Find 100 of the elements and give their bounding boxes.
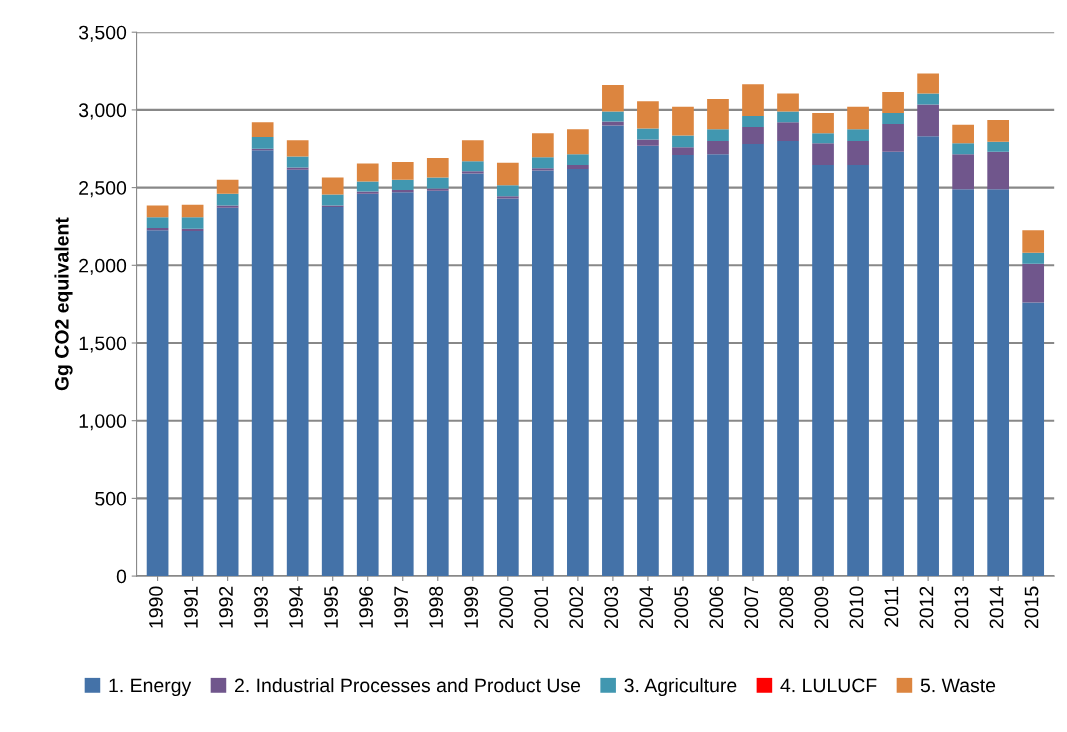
bar (987, 141, 1010, 152)
x-tick-label: 1990 (149, 586, 163, 628)
bar (391, 192, 414, 577)
bar (461, 173, 484, 577)
bar (707, 129, 729, 141)
bar (637, 139, 659, 146)
bar (146, 230, 169, 577)
bar (882, 123, 904, 152)
bar (812, 113, 834, 134)
bar (286, 156, 309, 168)
bar (707, 154, 729, 577)
y-tick-label: 1,500 (79, 336, 127, 353)
y-tick-label: 3,500 (78, 25, 127, 42)
x-tick-label: 2009 (814, 586, 829, 629)
bar (531, 133, 554, 158)
bar (742, 127, 764, 145)
bar (216, 207, 239, 577)
bar (461, 161, 484, 172)
x-tick-label: 1997 (394, 586, 408, 628)
bar (672, 154, 694, 577)
bar (707, 99, 729, 130)
y-tick-label: 2,500 (79, 181, 127, 198)
x-tick-label: 1992 (219, 586, 233, 628)
bar (426, 190, 449, 577)
x-tick-label: 2014 (989, 586, 1004, 629)
bar (882, 113, 904, 124)
bar (777, 93, 799, 112)
bar (146, 217, 169, 228)
bar (777, 140, 799, 577)
x-tick-label: 2002 (569, 586, 584, 629)
bar (567, 168, 589, 577)
x-tick-label: 2005 (674, 586, 689, 629)
bar (181, 217, 204, 229)
bar (426, 188, 449, 191)
bar (672, 147, 694, 155)
bar (531, 168, 554, 171)
x-tick-label: 2012 (919, 586, 934, 629)
bar (216, 193, 239, 206)
bar (426, 158, 449, 178)
x-tick-label: 1999 (464, 586, 479, 628)
bar (987, 189, 1010, 577)
bar (637, 128, 659, 140)
x-tick-label: 1994 (289, 586, 303, 628)
bar (812, 143, 834, 166)
y-tick-label: 2,000 (79, 258, 127, 275)
bar (742, 84, 764, 117)
y-tick-label: 0 (116, 569, 127, 584)
bar (216, 179, 239, 194)
bar (1022, 263, 1045, 303)
bar (952, 189, 974, 577)
bar (356, 193, 379, 577)
bar (461, 140, 484, 162)
bar (391, 179, 414, 190)
bar (286, 169, 309, 577)
bar (181, 204, 204, 218)
bar (496, 162, 519, 186)
bar (672, 106, 694, 136)
bar (251, 150, 274, 577)
x-tick-label: 1998 (429, 586, 443, 628)
bar (952, 124, 974, 144)
x-tick-label: 2006 (709, 586, 724, 629)
bar (742, 144, 764, 577)
bar (356, 191, 379, 194)
bar (602, 125, 624, 577)
bar (847, 140, 869, 166)
legend-label: 5. Waste (920, 678, 996, 693)
y-tick-label: 3,000 (78, 103, 127, 120)
bar (251, 137, 274, 149)
bar (216, 205, 239, 208)
bar (181, 231, 204, 577)
bar (567, 154, 589, 166)
bar (637, 145, 659, 577)
bar (321, 207, 344, 577)
bar (637, 101, 659, 129)
bar (496, 198, 519, 577)
bar (1022, 230, 1045, 253)
legend-label: 1. Energy (109, 678, 192, 697)
x-tick-label: 2007 (744, 586, 759, 629)
bar (952, 154, 974, 190)
y-axis-title: Gg CO2 equivalent (54, 217, 73, 391)
bar (356, 163, 379, 182)
bar (777, 111, 799, 123)
x-tick-label: 2011 (884, 586, 899, 627)
x-tick-label: 1991 (184, 586, 198, 628)
x-tick-label: 2001 (534, 586, 549, 629)
y-tick-label: 1,000 (79, 414, 127, 431)
bar (847, 129, 869, 141)
x-tick-label: 1993 (254, 586, 268, 628)
x-tick-label: 2000 (499, 586, 514, 629)
bar (531, 170, 554, 577)
x-tick-label: 2013 (954, 586, 969, 629)
legend-label: 4. LULUCF (780, 678, 877, 693)
bar (531, 157, 554, 169)
bar (672, 135, 694, 148)
bar (567, 129, 589, 155)
bar (917, 93, 939, 105)
bar (251, 122, 274, 138)
bar (917, 136, 939, 577)
bar (146, 205, 169, 218)
bar (321, 177, 344, 195)
